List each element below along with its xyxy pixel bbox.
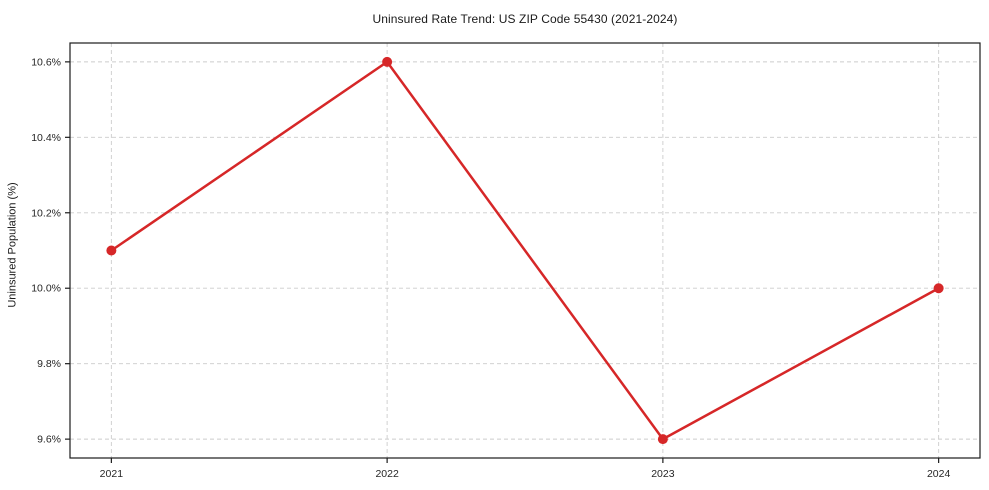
y-tick-label: 10.2% — [31, 207, 61, 219]
y-tick-label: 9.6% — [37, 434, 61, 446]
data-point-2022 — [382, 56, 393, 67]
y-tick-label: 10.4% — [31, 132, 61, 144]
axes-spine-box — [69, 42, 981, 459]
x-tick-label: 2021 — [100, 468, 124, 480]
data-point-2021 — [106, 245, 117, 256]
data-point-2023 — [657, 434, 668, 445]
y-tick-label: 10.6% — [31, 56, 61, 68]
y-tick-label: 10.0% — [31, 283, 61, 295]
x-tick-label: 2024 — [927, 468, 951, 480]
x-tick-label: 2022 — [375, 468, 399, 480]
data-point-2024 — [933, 283, 944, 294]
trend-line — [110, 60, 940, 441]
y-tick-label: 9.8% — [37, 358, 61, 370]
chart-title: Uninsured Rate Trend: US ZIP Code 55430 … — [372, 12, 678, 26]
x-tick-label: 2023 — [651, 468, 675, 480]
